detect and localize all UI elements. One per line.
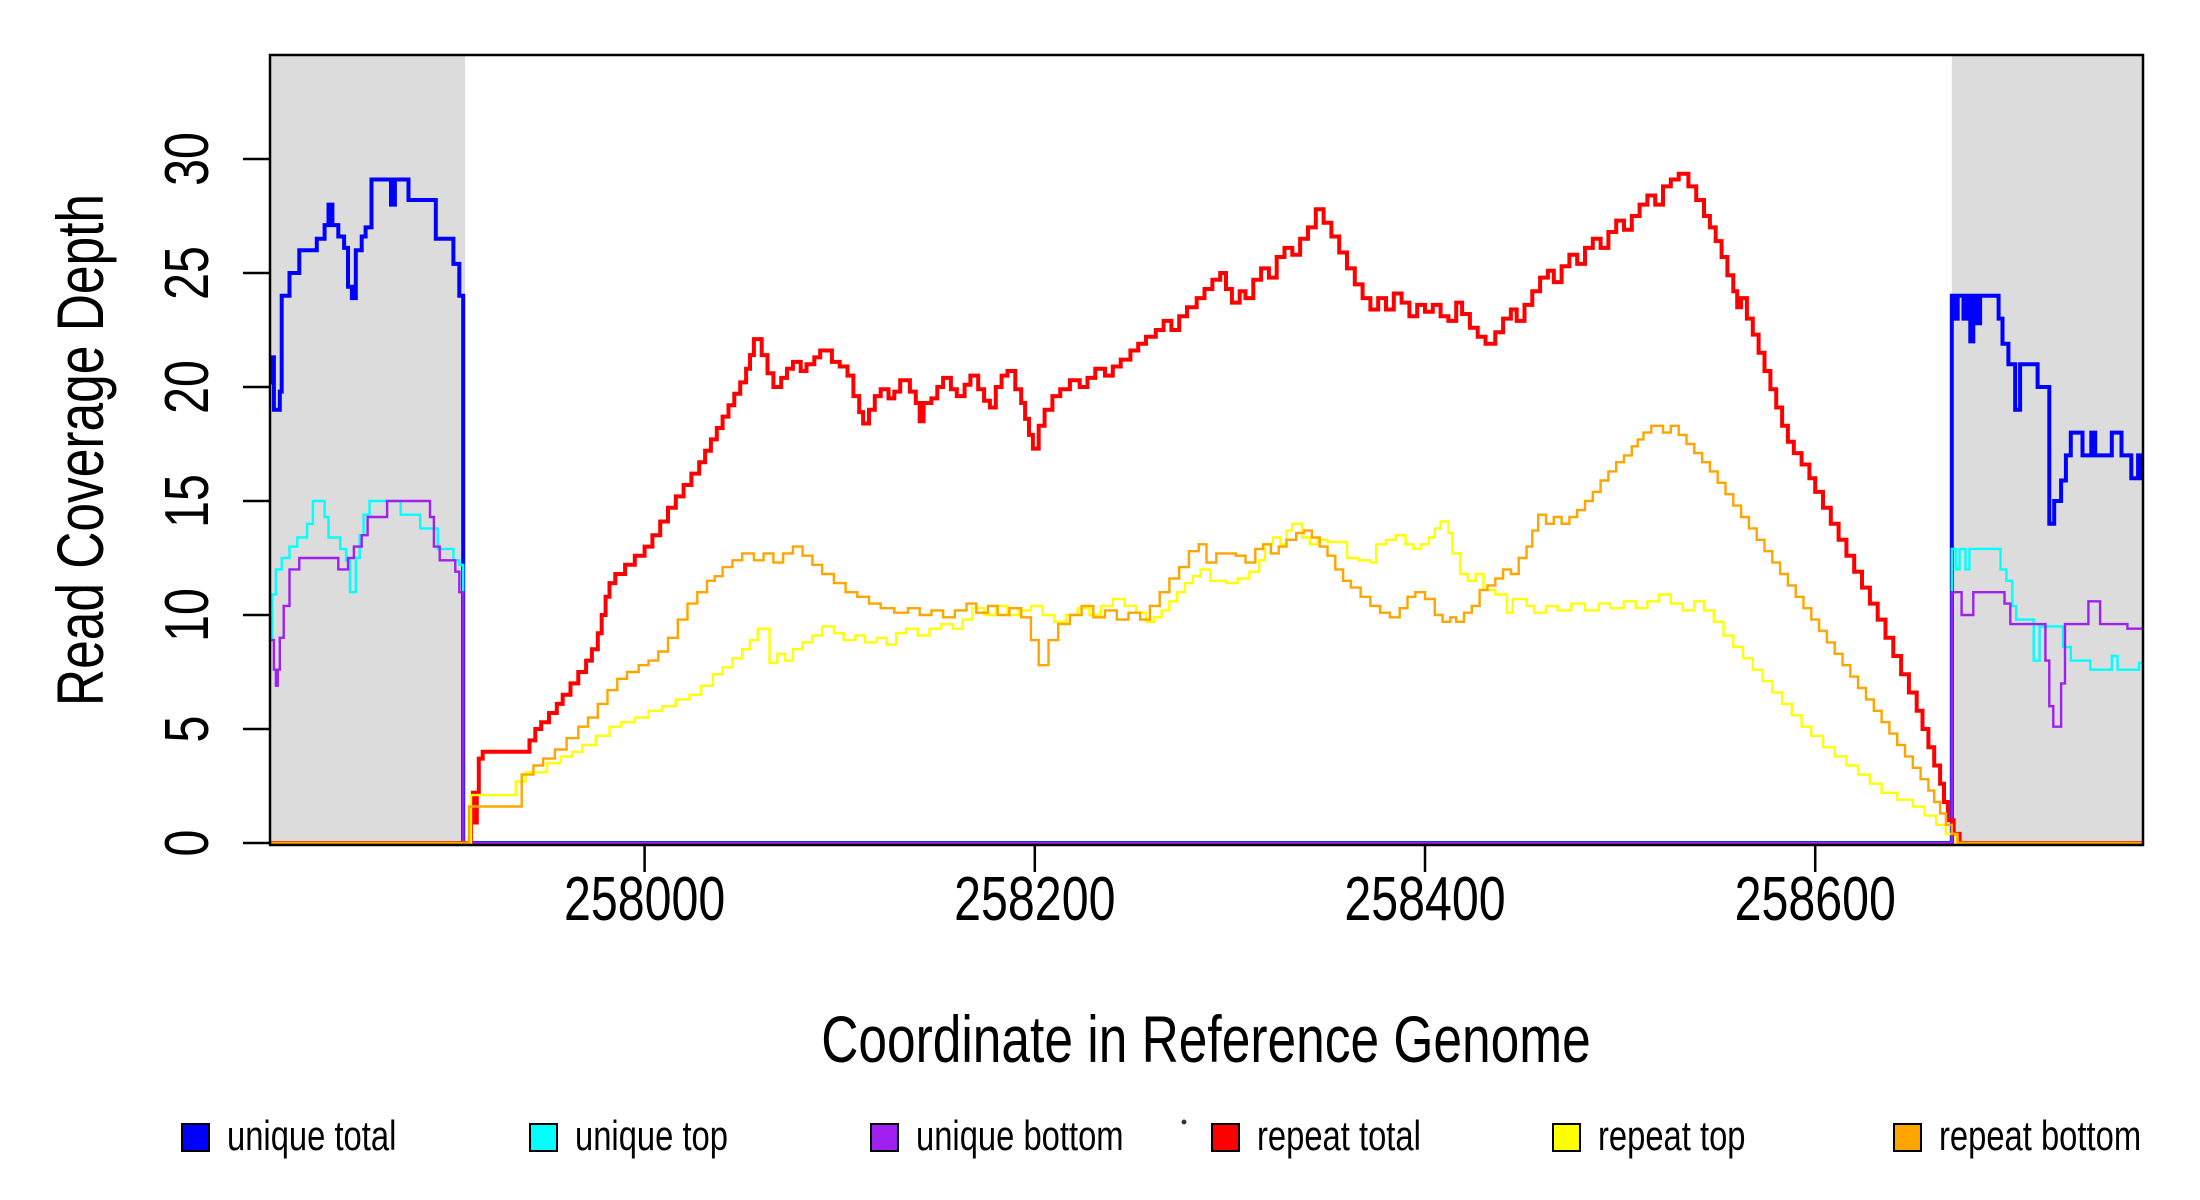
axis-ticks: 258000 258200 258400 258600 0 5 10 15 20 25 30 <box>152 132 1896 933</box>
band-unique-flank-left <box>270 55 466 845</box>
legend-swatch-repeat-top <box>1552 1123 1581 1152</box>
series-line-repeat-bottom <box>270 424 2143 845</box>
legend-label-unique-bottom: unique bottom <box>916 1112 1124 1159</box>
shaded-bands <box>270 55 2143 845</box>
series-line-unique-total <box>270 177 2143 845</box>
series-line-repeat-total <box>270 171 2143 845</box>
series-line-repeat-top <box>270 520 2143 845</box>
legend-swatch-repeat-bottom <box>1893 1123 1922 1152</box>
series-line-unique-top <box>270 499 2143 845</box>
series-line-unique-bottom <box>270 499 2143 845</box>
y-tick-label: 25 <box>152 246 221 300</box>
legend-label-repeat-bottom: repeat bottom <box>1939 1112 2141 1159</box>
legend-swatch-repeat-total <box>1211 1123 1240 1152</box>
x-axis-title: Coordinate in Reference Genome <box>821 1002 1591 1077</box>
legend-label-repeat-top: repeat top <box>1598 1112 1746 1159</box>
x-tick-label: 258000 <box>564 864 725 933</box>
y-axis-title: Read Coverage Depth <box>43 194 118 706</box>
plot-border-box <box>268 53 2145 847</box>
series-lines <box>270 171 2143 845</box>
legend-label-repeat-total: repeat total <box>1257 1112 1421 1159</box>
y-tick-label: 10 <box>152 588 221 642</box>
legend-swatch-unique-top <box>529 1123 558 1152</box>
legend-label-unique-total: unique total <box>227 1112 396 1159</box>
legend-swatch-unique-bottom <box>870 1123 899 1152</box>
legend-label-unique-top: unique top <box>575 1112 728 1159</box>
stray-mark <box>1181 1119 1187 1125</box>
chart-legend: unique total unique top unique bottom re… <box>181 1112 2141 1159</box>
x-tick-label: 258200 <box>954 864 1115 933</box>
x-tick-label: 258600 <box>1735 864 1896 933</box>
x-tick-label: 258400 <box>1344 864 1505 933</box>
y-tick-label: 15 <box>152 474 221 528</box>
y-tick-label: 30 <box>152 132 221 186</box>
y-tick-label: 5 <box>152 716 221 743</box>
y-tick-label: 20 <box>152 360 221 414</box>
legend-swatch-unique-total <box>181 1123 210 1152</box>
y-tick-label: 0 <box>152 830 221 857</box>
